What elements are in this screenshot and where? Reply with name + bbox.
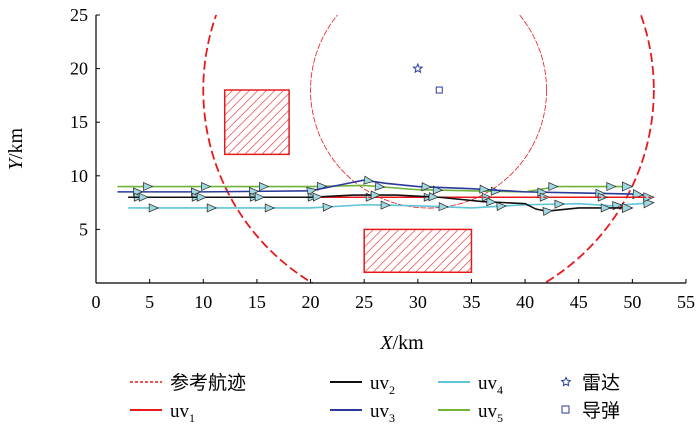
series-arrow-marker — [363, 175, 375, 185]
series-arrow-marker — [143, 181, 154, 192]
series-arrow-marker — [548, 181, 559, 192]
x-tick-label: 50 — [623, 292, 641, 312]
series-arrow-marker — [486, 197, 497, 207]
x-tick-label: 45 — [570, 292, 588, 312]
series-arrow-marker — [249, 186, 260, 196]
legend-label-missile: 导弹 — [582, 400, 620, 422]
series-arrow-marker — [259, 181, 270, 192]
series-end-arrow — [622, 181, 634, 192]
x-tick-label: 20 — [302, 292, 320, 312]
y-tick-label: 20 — [70, 59, 88, 79]
legend-label-ref: 参考航迹 — [170, 372, 246, 394]
x-tick-label: 5 — [145, 292, 154, 312]
series-arrow-marker — [206, 203, 218, 213]
y-tick-label: 5 — [79, 219, 88, 239]
legend-label-uv2: uv2 — [370, 373, 395, 397]
series-arrow-marker — [606, 181, 617, 192]
x-tick-label: 55 — [677, 292, 695, 312]
missile-marker — [435, 86, 443, 94]
series-arrow-marker — [600, 203, 612, 213]
obstacle-1 — [223, 89, 290, 156]
x-tick-label: 0 — [92, 292, 101, 312]
series-arrow-marker — [554, 199, 565, 209]
x-axis-title: X/km — [379, 332, 424, 354]
series-arrow-marker — [438, 202, 449, 212]
obstacle-2 — [363, 228, 473, 274]
obstacles — [223, 89, 473, 274]
series-arrow-marker — [264, 203, 276, 213]
legend-label-uv3: uv3 — [370, 401, 395, 425]
threat-circles — [202, 15, 655, 283]
series-arrow-marker — [380, 200, 391, 210]
legend-label-uv1: uv1 — [170, 401, 195, 425]
y-tick-label: 25 — [70, 5, 88, 25]
series-arrow-marker — [428, 192, 439, 202]
series-arrow-marker — [312, 192, 324, 202]
radar-marker — [412, 62, 424, 74]
series-arrow-marker — [374, 181, 386, 191]
threat-circle-2 — [310, 15, 547, 209]
legend-label-uv5: uv5 — [478, 401, 503, 425]
series-arrow-marker — [254, 192, 266, 202]
x-tick-label: 30 — [409, 292, 427, 312]
legend-label-radar: 雷达 — [582, 372, 620, 394]
series-end-arrow — [632, 189, 644, 200]
x-tick-label: 40 — [516, 292, 534, 312]
series-arrow-marker — [370, 190, 381, 200]
series-line-5 — [117, 184, 633, 193]
series-arrow-marker — [490, 186, 502, 196]
series-arrow-marker — [138, 192, 150, 202]
threat-circle-1 — [202, 15, 655, 283]
series-arrow-marker — [496, 201, 507, 211]
series-arrow-marker — [201, 181, 212, 192]
series-line-3 — [117, 179, 644, 196]
series-arrow-marker — [432, 185, 444, 195]
series-arrow-marker — [479, 184, 490, 194]
series-arrow-marker — [421, 182, 432, 192]
y-tick-label: 10 — [70, 166, 88, 186]
point-markers — [412, 62, 443, 94]
x-tick-label: 25 — [355, 292, 373, 312]
x-tick-label: 15 — [248, 292, 266, 312]
series-arrow-marker — [322, 202, 334, 212]
series-arrow-marker — [148, 203, 160, 213]
y-axis-title: Y/km — [5, 127, 27, 170]
legend-missile-square-icon — [561, 405, 570, 414]
legend-radar-star-icon — [560, 376, 572, 387]
y-tick-label: 15 — [70, 112, 88, 132]
x-tick-label: 10 — [194, 292, 212, 312]
series-end-arrow — [643, 198, 655, 209]
legend: 参考航迹 uv1 uv2 uv3 uv4 uv5 雷达 导弹 — [130, 372, 620, 425]
series-arrow-marker — [542, 207, 554, 217]
x-tick-label: 35 — [462, 292, 480, 312]
series-arrow-marker — [196, 192, 208, 202]
series-end-arrow — [622, 202, 634, 214]
legend-label-uv4: uv4 — [478, 373, 503, 397]
series-lines — [117, 175, 655, 217]
